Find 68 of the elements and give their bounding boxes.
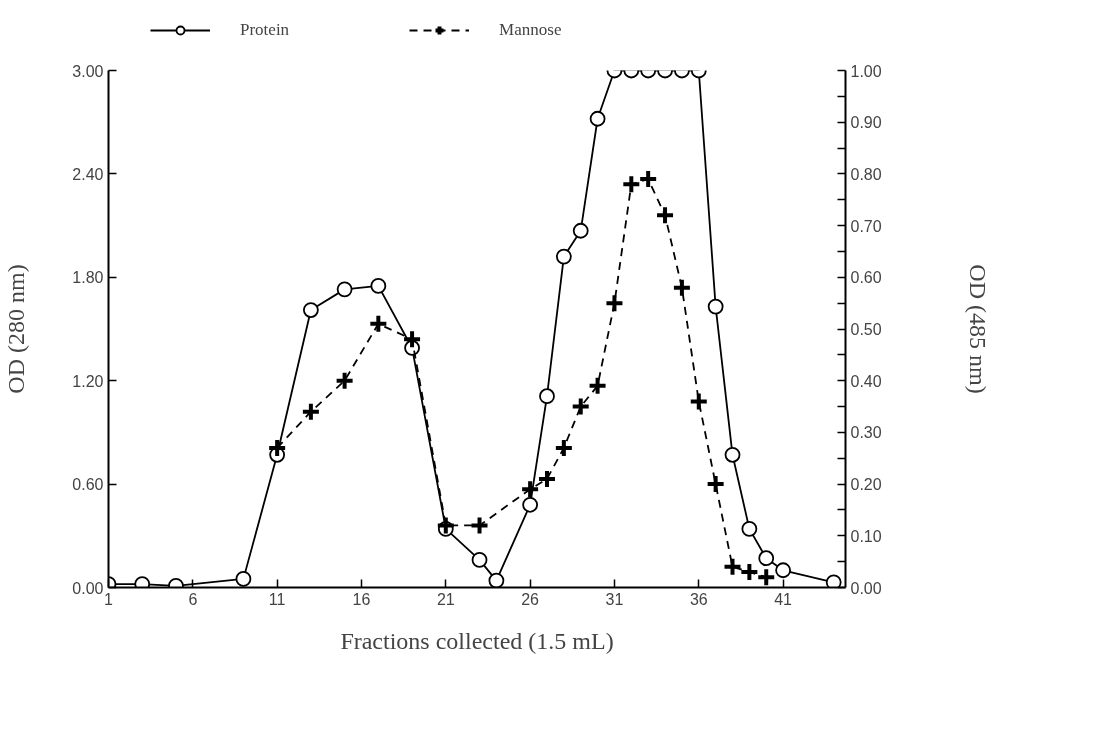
point xyxy=(570,396,591,417)
point xyxy=(539,388,555,405)
y2-axis-title: OD (485 nm) xyxy=(964,264,991,394)
y-tick-label: 0.00 xyxy=(72,579,104,597)
x-tick-label: 6 xyxy=(188,590,198,608)
point xyxy=(435,515,456,536)
point xyxy=(655,205,676,226)
y2-tick-label: 0.10 xyxy=(850,527,882,545)
point xyxy=(368,313,389,334)
x-tick-label: 41 xyxy=(774,590,793,608)
point xyxy=(775,562,791,579)
x-tick-label: 21 xyxy=(436,590,455,608)
x-tick-label: 1 xyxy=(104,590,114,608)
point xyxy=(705,474,726,495)
y2-tick-label: 0.80 xyxy=(850,165,882,183)
point xyxy=(402,329,423,350)
legend-label: Protein xyxy=(240,20,290,40)
point xyxy=(688,391,709,412)
y-tick-label: 3.00 xyxy=(72,62,104,80)
point xyxy=(671,277,692,298)
y2-tick-label: 0.20 xyxy=(850,476,882,494)
point xyxy=(536,468,557,489)
x-axis-title: Fractions collected (1.5 mL) xyxy=(340,627,614,654)
point xyxy=(555,248,572,265)
point xyxy=(488,572,505,588)
point xyxy=(522,496,539,513)
y2-tick-label: 0.50 xyxy=(850,321,882,338)
point xyxy=(370,278,387,294)
y-tick-label: 2.40 xyxy=(72,165,104,183)
point xyxy=(587,375,608,396)
point xyxy=(825,574,842,588)
point xyxy=(741,521,758,537)
point xyxy=(300,401,321,422)
point xyxy=(235,571,252,587)
point xyxy=(471,552,488,568)
y-tick-label: 1.80 xyxy=(72,269,104,287)
x-tick-label: 11 xyxy=(268,590,286,608)
point xyxy=(739,561,760,582)
y2-tick-label: 0.30 xyxy=(850,424,882,442)
y2-tick-label: 0.40 xyxy=(850,372,882,390)
point xyxy=(469,515,490,536)
point xyxy=(553,437,574,458)
point xyxy=(724,446,741,463)
y2-tick-label: 0.60 xyxy=(850,269,882,287)
point xyxy=(621,174,642,195)
point xyxy=(302,302,319,318)
x-tick-label: 31 xyxy=(605,590,624,608)
point xyxy=(267,437,288,458)
y-tick-label: 1.20 xyxy=(72,372,104,390)
point xyxy=(722,556,743,577)
x-tick-label: 16 xyxy=(352,590,371,608)
point xyxy=(334,370,355,391)
y-axis-title: OD (280 nm) xyxy=(3,264,30,394)
y2-tick-label: 0.00 xyxy=(850,579,882,597)
point xyxy=(756,567,777,588)
point xyxy=(758,550,775,567)
x-tick-label: 36 xyxy=(689,590,708,608)
x-tick-label: 26 xyxy=(521,590,540,608)
y2-tick-label: 1.00 xyxy=(850,62,882,80)
y2-tick-label: 0.70 xyxy=(850,217,882,235)
point xyxy=(520,479,541,500)
point xyxy=(707,298,724,315)
point xyxy=(336,281,353,298)
point xyxy=(604,293,625,314)
y2-tick-label: 0.90 xyxy=(850,114,882,132)
y-tick-label: 0.60 xyxy=(72,476,104,494)
legend-label: Mannose xyxy=(499,20,562,40)
point xyxy=(638,169,659,190)
